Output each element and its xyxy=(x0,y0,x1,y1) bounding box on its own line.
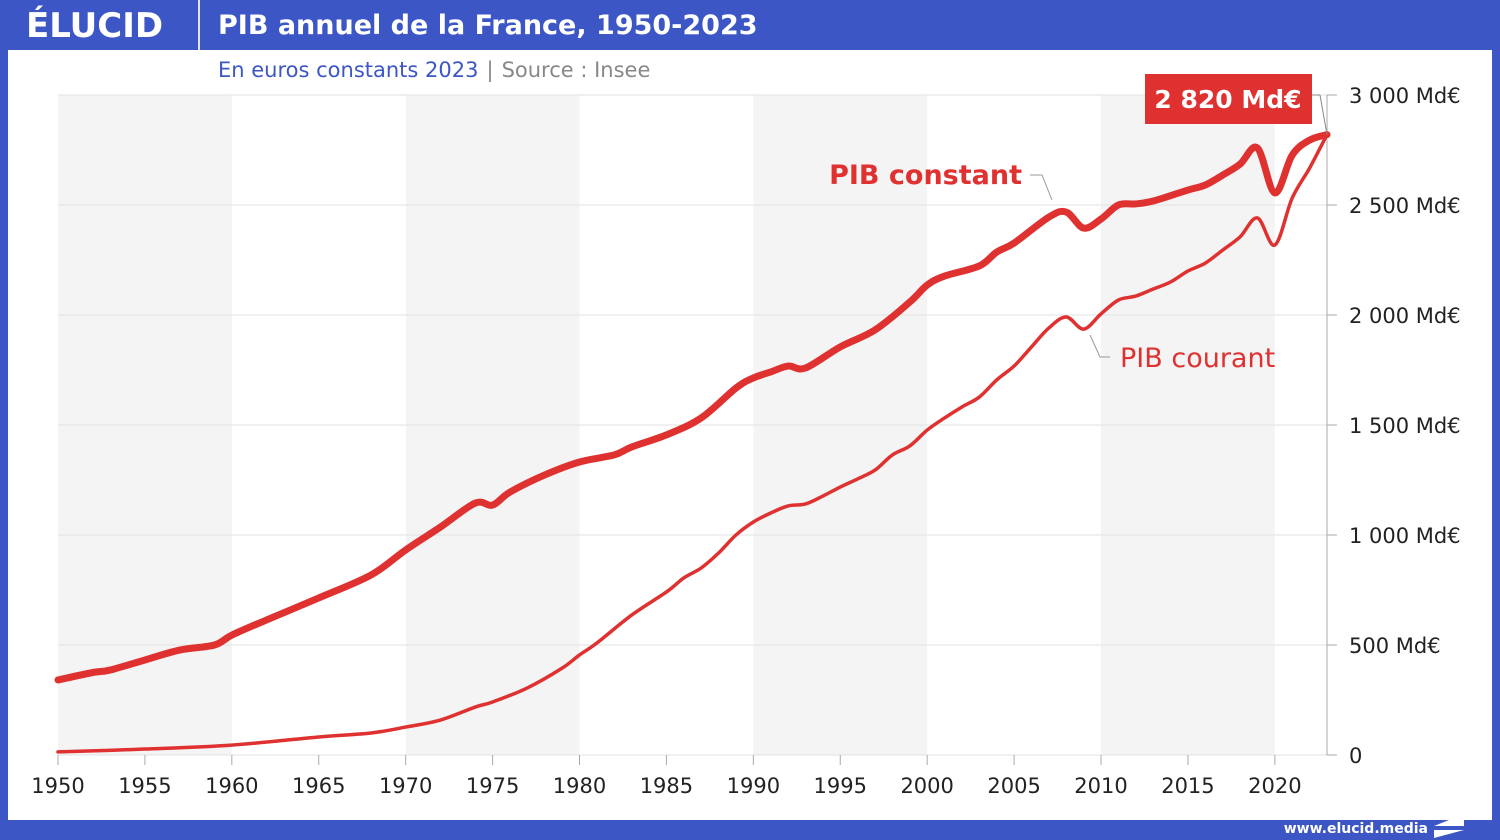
y-tick-label: 3 000 Md€ xyxy=(1349,84,1461,108)
footer-url[interactable]: www.elucid.media xyxy=(1283,821,1428,837)
subtitle-source: Source : Insee xyxy=(501,58,651,82)
x-tick-label: 1960 xyxy=(205,774,258,798)
chart-subtitle: En euros constants 2023 | Source : Insee xyxy=(218,58,650,82)
y-tick-label: 500 Md€ xyxy=(1349,634,1441,658)
x-tick-label: 2020 xyxy=(1248,774,1301,798)
x-tick-label: 1965 xyxy=(292,774,345,798)
label-leader-courant xyxy=(1089,334,1110,358)
x-tick-label: 1980 xyxy=(553,774,606,798)
x-tick-label: 1950 xyxy=(31,774,84,798)
x-tick-label: 1990 xyxy=(727,774,780,798)
x-tick-label: 2010 xyxy=(1074,774,1127,798)
series-line-pib-constant xyxy=(54,131,1331,684)
y-tick-label: 2 500 Md€ xyxy=(1349,194,1461,218)
label-leader-constant xyxy=(1030,174,1053,201)
y-tick-label: 1 000 Md€ xyxy=(1349,524,1461,548)
header: ÉLUCID PIB annuel de la France, 1950-202… xyxy=(0,0,1500,50)
subtitle-separator: | xyxy=(486,58,494,82)
x-tick-label: 2005 xyxy=(987,774,1040,798)
elucid-mark-icon xyxy=(1434,814,1464,838)
series-label-pib-constant: PIB constant xyxy=(829,160,1022,191)
x-tick-label: 2015 xyxy=(1161,774,1214,798)
y-tick-label: 1 500 Md€ xyxy=(1349,414,1461,438)
annotation-box xyxy=(1145,74,1312,124)
y-tick-label: 2 000 Md€ xyxy=(1349,304,1461,328)
x-tick-label: 1975 xyxy=(466,774,519,798)
header-divider xyxy=(198,0,200,50)
elucid-logo: ÉLUCID xyxy=(26,6,164,46)
x-tick-label: 2000 xyxy=(900,774,953,798)
annotation-leader xyxy=(1312,94,1328,135)
subtitle-main: En euros constants 2023 xyxy=(218,58,479,82)
y-tick-label: 0 xyxy=(1349,744,1362,768)
chart-title: PIB annuel de la France, 1950-2023 xyxy=(218,10,758,41)
x-tick-label: 1970 xyxy=(379,774,432,798)
series-label-pib-courant: PIB courant xyxy=(1120,343,1275,374)
series-line-pib-courant xyxy=(56,132,1329,754)
annotation-label: 2 820 Md€ xyxy=(1154,85,1301,114)
x-tick-label: 1985 xyxy=(640,774,693,798)
x-tick-label: 1995 xyxy=(814,774,867,798)
x-tick-label: 1955 xyxy=(118,774,171,798)
